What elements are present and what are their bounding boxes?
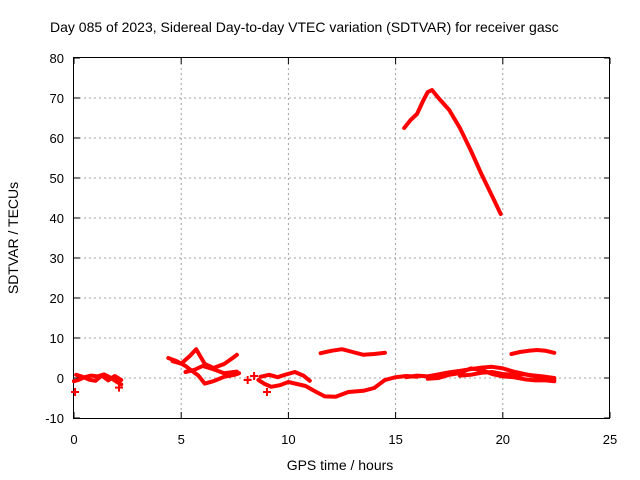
y-tick-label: 50: [50, 171, 64, 186]
y-tick-label: 30: [50, 251, 64, 266]
y-tick-label: 20: [50, 291, 64, 306]
y-tick-label: 40: [50, 211, 64, 226]
data-markers: [71, 372, 271, 396]
x-tick-label: 5: [178, 432, 185, 447]
series-trace-d: [170, 347, 239, 370]
chart-title: Day 085 of 2023, Sidereal Day-to-day VTE…: [50, 19, 559, 35]
data-series: [72, 88, 557, 399]
x-tick-label: 0: [70, 432, 77, 447]
series-trace-e: [183, 364, 239, 376]
x-axis-label: GPS time / hours: [287, 457, 394, 473]
y-tick-label: 10: [50, 331, 64, 346]
series-trace-l: [509, 348, 557, 356]
x-tick-label: 20: [496, 432, 510, 447]
plot-frame: [73, 57, 610, 419]
series-trace-m: [402, 88, 503, 216]
series-trace-b: [74, 372, 124, 383]
series-trace-a: [72, 372, 124, 387]
axis-ticks: -10 0 10 20 30 40 50 60 70 80 0 5 10 15 20 25: [45, 51, 617, 447]
y-axis-label: SDTVAR / TECUs: [5, 182, 21, 294]
x-tick-label: 10: [281, 432, 295, 447]
plus-marker: [250, 372, 259, 380]
series-trace-f: [256, 374, 419, 399]
y-tick-label: 60: [50, 131, 64, 146]
series-trace-j: [457, 370, 557, 380]
y-tick-label: 70: [50, 91, 64, 106]
y-tick-label: 80: [50, 51, 64, 66]
series-trace-k: [318, 347, 387, 357]
plus-marker: [262, 388, 271, 396]
series-trace-g: [258, 370, 312, 383]
x-tick-label: 15: [388, 432, 402, 447]
plus-marker: [115, 383, 124, 392]
gridlines: [74, 58, 610, 418]
y-tick-label: 0: [57, 371, 64, 386]
y-tick-label: -10: [45, 411, 64, 426]
plus-marker: [243, 376, 252, 384]
x-tick-label: 25: [603, 432, 617, 447]
plus-marker: [71, 388, 80, 396]
